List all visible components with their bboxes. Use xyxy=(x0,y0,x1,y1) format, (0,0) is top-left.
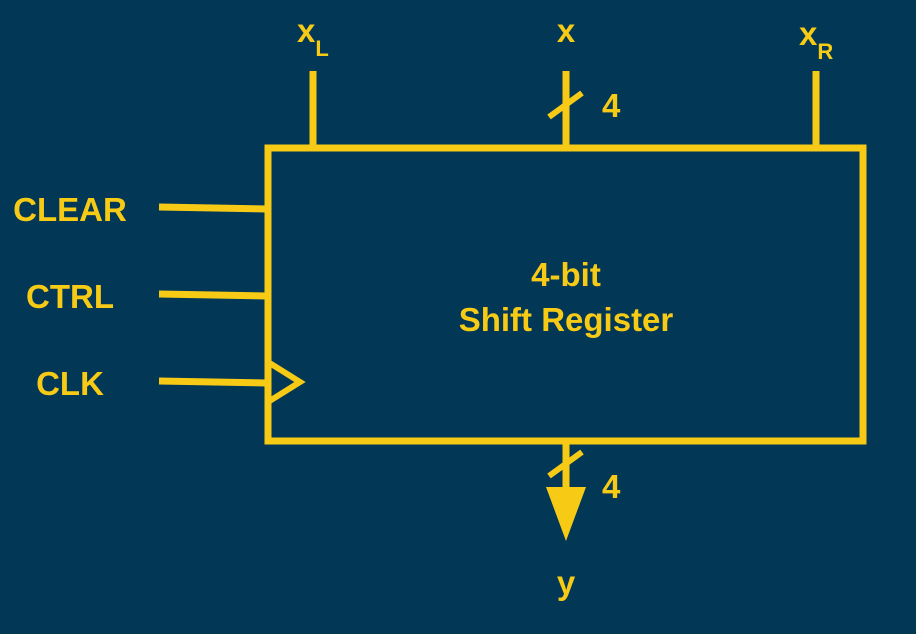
y-bus-width-label: 4 xyxy=(602,468,621,505)
clear-label: CLEAR xyxy=(13,191,127,228)
block-title-line2: Shift Register xyxy=(459,301,674,338)
xl-label-main: x xyxy=(297,12,316,49)
block-title-line1: 4-bit xyxy=(531,256,601,293)
xl-label: xL xyxy=(297,12,329,61)
y-label: y xyxy=(557,564,576,601)
clear-wire xyxy=(158,203,269,213)
xr-label-sub: R xyxy=(817,39,833,64)
x-label: x xyxy=(557,12,576,49)
clock-triangle-icon xyxy=(266,359,306,405)
clk-label: CLK xyxy=(36,365,104,402)
xr-label-main: x xyxy=(799,15,818,52)
clk-wire xyxy=(158,377,269,387)
register-block xyxy=(264,144,867,445)
ctrl-label: CTRL xyxy=(26,278,114,315)
x-bus-width-label: 4 xyxy=(602,87,621,124)
output-arrow-icon xyxy=(546,487,586,541)
y-bus-slash xyxy=(547,449,584,479)
x-bus-slash xyxy=(547,90,584,120)
xl-label-sub: L xyxy=(315,36,328,61)
ctrl-wire xyxy=(158,290,269,300)
xr-label: xR xyxy=(799,15,833,64)
